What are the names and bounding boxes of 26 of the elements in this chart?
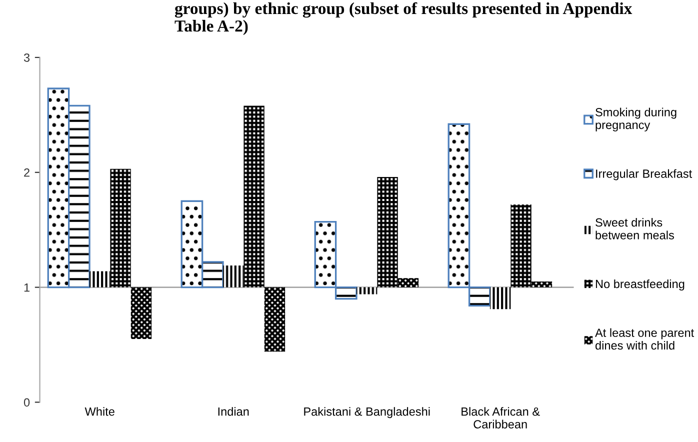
bar bbox=[377, 176, 398, 288]
bar bbox=[531, 282, 552, 288]
legend-label: Irregular Breakfast bbox=[596, 169, 692, 180]
bar bbox=[90, 271, 110, 288]
x-tick-label: Indian bbox=[218, 407, 249, 416]
chart-title: groups) by ethnic group (subset of results presented in Appendix Table A-2) bbox=[174, 2, 632, 36]
bar bbox=[264, 287, 286, 352]
bar bbox=[490, 287, 511, 310]
bar bbox=[356, 287, 378, 294]
bar bbox=[130, 287, 152, 340]
bar bbox=[510, 204, 532, 288]
x-tick-label: Black African & Caribbean bbox=[462, 407, 540, 428]
bar bbox=[398, 278, 419, 288]
bar bbox=[244, 106, 264, 288]
y-tick-label: 1 bbox=[24, 283, 30, 292]
y-tick-label: 3 bbox=[24, 53, 30, 62]
legend-label: No breastfeeding bbox=[596, 279, 684, 290]
bar bbox=[223, 265, 244, 288]
y-tick-label: 2 bbox=[24, 168, 30, 177]
x-tick-label: Pakistani & Bangladeshi bbox=[304, 407, 430, 418]
bar bbox=[110, 168, 131, 288]
y-tick-label: 0 bbox=[24, 398, 30, 407]
legend-label: Sweet drinks between meals bbox=[596, 218, 674, 240]
x-tick-label: White bbox=[84, 407, 114, 416]
legend-label: At least one parent dines with child bbox=[595, 328, 694, 350]
legend-label: Smoking during pregnancy bbox=[596, 108, 676, 132]
